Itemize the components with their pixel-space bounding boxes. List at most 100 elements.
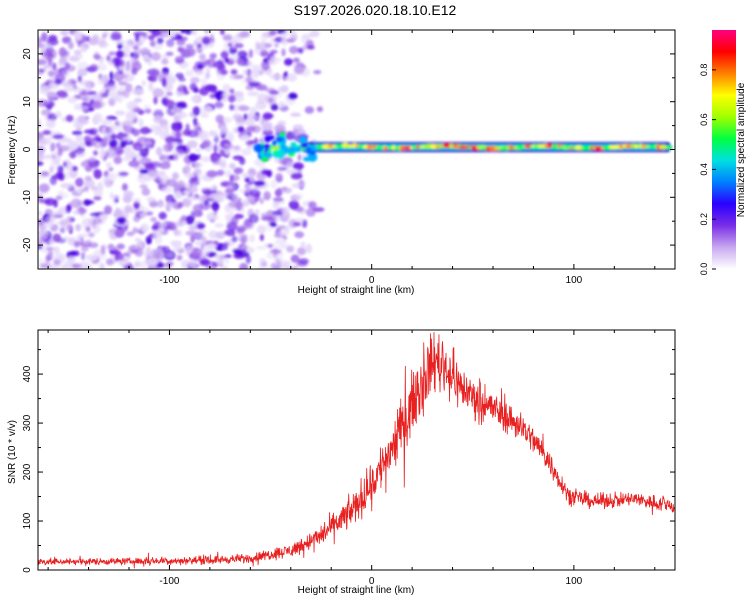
noise-blob xyxy=(164,251,175,258)
noise-blob xyxy=(228,135,235,143)
noise-blob xyxy=(147,170,159,178)
noise-blob xyxy=(242,199,247,205)
noise-blob xyxy=(241,244,249,250)
noise-blob xyxy=(93,195,102,201)
noise-blob xyxy=(249,106,257,115)
noise-blob xyxy=(132,45,139,50)
y-tick-label: 0 xyxy=(22,146,33,152)
noise-blob xyxy=(226,214,231,224)
noise-blob xyxy=(177,145,185,154)
noise-blob xyxy=(105,161,112,169)
noise-blob xyxy=(203,105,213,113)
snr-panel: -100 0 100 0 100 200 300 400 Height of straight… xyxy=(7,329,676,596)
noise-blob xyxy=(49,159,60,170)
noise-blob xyxy=(91,100,103,110)
noise-blob xyxy=(149,40,156,47)
noise-blob xyxy=(131,67,138,76)
noise-blob xyxy=(38,37,43,45)
noise-blob xyxy=(161,58,169,65)
noise-blob xyxy=(64,87,74,92)
noise-blob xyxy=(192,106,201,116)
noise-blob xyxy=(269,74,282,80)
noise-blob xyxy=(205,261,218,269)
noise-blob xyxy=(288,218,298,229)
spectrogram-ylabel: Frequency (Hz) xyxy=(7,116,18,185)
noise-blob xyxy=(165,202,172,209)
noise-blob xyxy=(295,217,304,224)
noise-blob xyxy=(223,143,232,148)
noise-blob xyxy=(289,30,298,39)
noise-blob xyxy=(64,158,71,163)
noise-blob xyxy=(199,131,207,141)
noise-blob xyxy=(116,91,127,96)
noise-blob xyxy=(144,248,154,258)
noise-blob xyxy=(48,265,57,269)
noise-blob xyxy=(133,88,145,96)
y-tick-label: 0 xyxy=(22,567,33,573)
noise-blob xyxy=(148,81,154,92)
noise-blob xyxy=(73,49,82,56)
noise-blob xyxy=(40,171,49,177)
noise-blob xyxy=(100,263,105,269)
noise-blob xyxy=(302,44,309,51)
noise-blob xyxy=(249,189,261,198)
noise-blob xyxy=(67,256,77,263)
noise-blob xyxy=(281,186,288,191)
noise-blob xyxy=(70,198,82,209)
noise-blob xyxy=(64,62,71,70)
noise-blob xyxy=(75,223,82,232)
noise-blob xyxy=(158,252,165,260)
colorbar-gradient xyxy=(712,30,736,269)
noise-blob xyxy=(38,174,46,180)
noise-blob xyxy=(164,136,176,144)
noise-blob xyxy=(165,51,174,57)
noise-blob xyxy=(47,238,55,245)
noise-blob xyxy=(57,147,63,157)
noise-blob xyxy=(229,54,240,62)
x-tick-label: -100 xyxy=(159,275,179,286)
noise-blob xyxy=(108,51,116,56)
spectrogram-xlabel: Height of straight line (km) xyxy=(298,285,415,296)
tone-onset-blob xyxy=(272,140,277,147)
noise-blob xyxy=(289,45,299,54)
tone-onset-blob xyxy=(261,156,269,162)
noise-blob xyxy=(38,161,44,166)
noise-blob xyxy=(100,119,113,125)
noise-blob xyxy=(206,243,217,250)
noise-blob xyxy=(272,248,278,258)
noise-blob xyxy=(61,36,72,44)
noise-blob xyxy=(190,210,196,220)
noise-blob xyxy=(282,235,288,241)
noise-blob xyxy=(240,135,251,141)
noise-blob xyxy=(182,220,187,226)
noise-blob xyxy=(38,234,49,240)
noise-blob xyxy=(88,242,99,249)
noise-blob xyxy=(205,72,211,79)
noise-blob xyxy=(90,137,102,142)
noise-blob xyxy=(115,209,126,217)
x-tick-label: 100 xyxy=(566,275,583,286)
noise-blob xyxy=(128,160,140,168)
noise-blob xyxy=(161,77,167,88)
noise-blob xyxy=(232,95,245,103)
noise-blob xyxy=(108,245,116,251)
tone-onset-blob xyxy=(290,141,297,148)
noise-blob xyxy=(194,148,202,153)
noise-blob xyxy=(138,173,144,178)
noise-blob xyxy=(136,40,143,47)
noise-blob xyxy=(202,140,211,148)
noise-blob xyxy=(259,197,265,205)
noise-blob xyxy=(101,92,109,98)
noise-blob xyxy=(42,154,54,160)
noise-blob xyxy=(281,32,289,38)
noise-blob xyxy=(166,142,174,151)
snr-xlabel: Height of straight line (km) xyxy=(298,585,415,596)
noise-blob xyxy=(185,163,191,174)
noise-blob xyxy=(45,102,55,108)
noise-blob xyxy=(75,133,84,143)
noise-blob xyxy=(283,71,289,78)
noise-blob xyxy=(290,112,302,117)
noise-blob xyxy=(208,193,218,200)
colorbar: 0.0 0.2 0.4 0.6 0.8 Normalized spectral ampl… xyxy=(699,30,747,275)
noise-blob xyxy=(67,41,74,50)
